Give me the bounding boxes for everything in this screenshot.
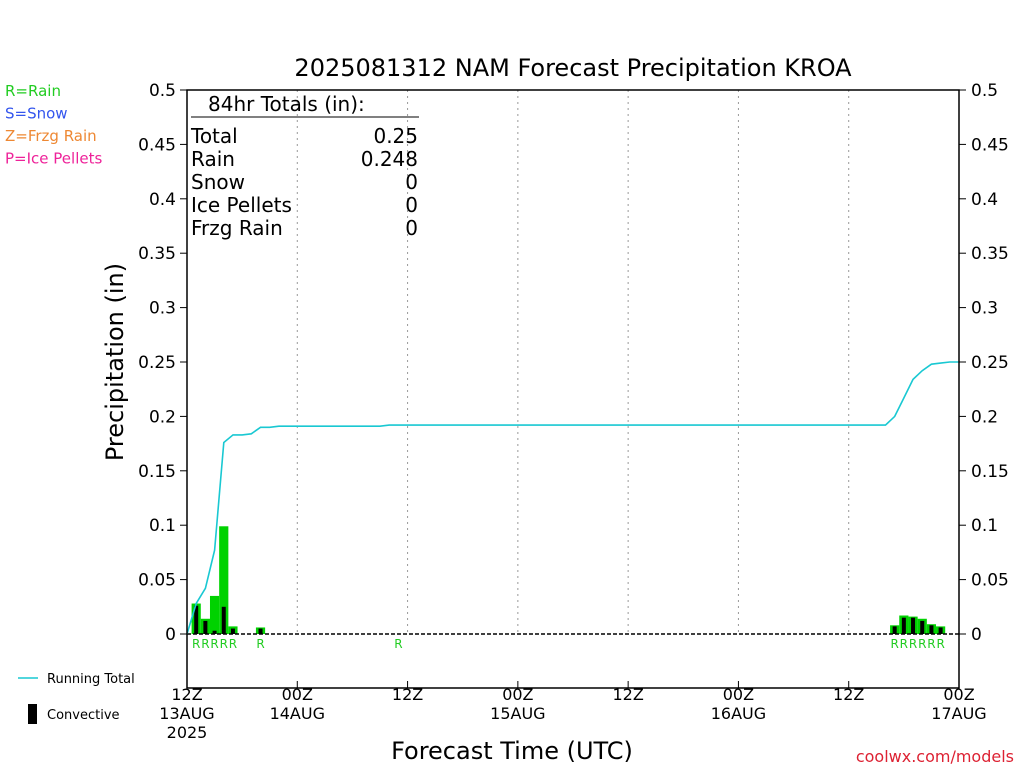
x-tick-label: 00Z: [943, 685, 974, 704]
x-tick-label: 2025: [167, 723, 208, 742]
precip-type-label: R: [220, 637, 228, 651]
y-tick-label: 0.05: [971, 571, 1009, 591]
legend-label: Running Total: [47, 672, 135, 687]
totals-row-label: Ice Pellets: [191, 193, 292, 217]
x-tick-label: 12Z: [612, 685, 643, 704]
y-tick-label: 0.15: [138, 462, 176, 482]
rain-bar: [209, 595, 220, 634]
y-tick-label: 0.15: [971, 462, 1009, 482]
convective-bar: [901, 617, 906, 634]
credit: coolwx.com/models: [856, 747, 1014, 766]
bars: [191, 526, 946, 634]
x-tick-label: 12Z: [833, 685, 864, 704]
totals-row-value: 0: [405, 170, 418, 194]
totals-row-label: Rain: [191, 147, 235, 171]
precip-type-label: R: [936, 637, 944, 651]
totals-row-label: Snow: [191, 170, 245, 194]
y-tick-label: 0.2: [971, 407, 998, 427]
legend-label: Convective: [47, 708, 120, 723]
precip-type-label: R: [256, 637, 264, 651]
convective-bar: [258, 628, 263, 634]
x-tick-label: 14AUG: [270, 704, 325, 723]
y-tick-label: 0.35: [138, 244, 176, 264]
totals-row-label: Total: [190, 124, 238, 148]
precip-type-label: R: [900, 637, 908, 651]
x-tick-label: 00Z: [502, 685, 533, 704]
precip-type-label: R: [909, 637, 917, 651]
type-legend-entry: S=Snow: [5, 105, 68, 123]
y-tick-label: 0.2: [149, 407, 176, 427]
y-tick-label: 0.25: [971, 353, 1009, 373]
convective-bar: [194, 605, 199, 634]
y-axis-label: Precipitation (in): [101, 263, 129, 461]
legend-bar-swatch: [28, 704, 37, 724]
precip-type-label: R: [927, 637, 935, 651]
rain-bar: [219, 526, 229, 634]
y-tick-label: 0.3: [149, 299, 176, 319]
convective-bar: [920, 620, 925, 634]
running-total-line: [186, 361, 959, 635]
y-tick-label: 0.05: [138, 571, 176, 591]
precip-type-label: R: [890, 637, 898, 651]
precip-type-label: R: [918, 637, 926, 651]
totals-row-label: Frzg Rain: [191, 216, 283, 240]
totals-row-value: 0.248: [361, 147, 418, 171]
convective-bar: [929, 625, 934, 634]
y-tick-label: 0.5: [149, 81, 176, 101]
y-tick-label: 0.1: [971, 516, 998, 536]
totals-row-value: 0: [405, 193, 418, 217]
y-tick-label: 0.4: [971, 190, 998, 210]
convective-bars: [194, 605, 943, 634]
plot-frame: [186, 89, 960, 689]
precip-type-label: R: [201, 637, 209, 651]
x-tick-label: 00Z: [723, 685, 754, 704]
x-tick-label: 13AUG: [159, 704, 214, 723]
precip-type-label: R: [394, 637, 402, 651]
x-tick-label: 12Z: [392, 685, 423, 704]
x-tick-label: 17AUG: [931, 704, 986, 723]
y-tick-label: 0.3: [971, 299, 998, 319]
x-tick-label: 16AUG: [711, 704, 766, 723]
convective-bar: [892, 626, 897, 634]
convective-bar: [938, 627, 943, 634]
type-legend-entry: P=Ice Pellets: [5, 150, 102, 168]
y-axis-left: 0 0.05 0.1 0.15 0.2 0.25 0.3 0.35 0.4 0.45 0.5: [138, 81, 187, 645]
y-tick-label: 0.1: [149, 516, 176, 536]
y-tick-label: 0.5: [971, 81, 998, 101]
type-legend-entry: Z=Frzg Rain: [5, 127, 97, 145]
convective-bar: [911, 617, 916, 634]
x-tick-label: 00Z: [282, 685, 313, 704]
totals-row-value: 0.25: [373, 124, 418, 148]
y-tick-label: 0.45: [971, 135, 1009, 155]
precip-type-label: R: [192, 637, 200, 651]
totals-heading: 84hr Totals (in):: [208, 92, 365, 116]
x-axis-label: Forecast Time (UTC): [391, 737, 633, 765]
y-tick-label: 0.45: [138, 135, 176, 155]
precip-type-legend: R=Rain S=Snow Z=Frzg Rain P=Ice Pellets: [5, 82, 102, 168]
convective-bar: [203, 620, 208, 634]
convective-bar: [212, 630, 217, 634]
x-tick-label: 15AUG: [490, 704, 545, 723]
y-tick-label: 0: [165, 625, 176, 645]
chart-title: 2025081312 NAM Forecast Precipitation KR…: [294, 54, 852, 82]
convective-bar: [230, 628, 235, 634]
y-tick-label: 0.35: [971, 244, 1009, 264]
y-tick-label: 0.25: [138, 353, 176, 373]
x-tick-label: 12Z: [171, 685, 202, 704]
precip-type-label: R: [229, 637, 237, 651]
type-legend-entry: R=Rain: [5, 82, 61, 100]
totals-row-value: 0: [405, 216, 418, 240]
convective-bar: [221, 606, 226, 634]
precip-type-label: R: [210, 637, 218, 651]
y-tick-label: 0: [971, 625, 982, 645]
series-legend: Running Total Convective: [18, 672, 135, 724]
grid: [296, 90, 850, 634]
totals-box: 84hr Totals (in): Total 0.25 Rain 0.248 Snow…: [190, 92, 419, 240]
y-axis-right: 0 0.05 0.1 0.15 0.2 0.25 0.3 0.35 0.4 0.45 0.5: [959, 81, 1009, 645]
y-tick-label: 0.4: [149, 190, 176, 210]
